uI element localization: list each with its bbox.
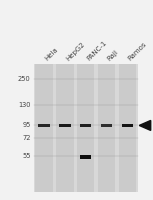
Text: PANC-1: PANC-1 xyxy=(86,40,108,62)
Bar xyxy=(35,64,53,192)
Bar xyxy=(77,64,94,192)
Bar xyxy=(80,124,91,127)
Bar xyxy=(56,64,74,192)
Bar xyxy=(59,124,71,127)
Bar xyxy=(101,124,112,127)
Text: Raji: Raji xyxy=(106,49,120,62)
Text: 95: 95 xyxy=(22,122,31,128)
Bar xyxy=(98,64,115,192)
Bar xyxy=(122,124,133,127)
Polygon shape xyxy=(139,120,151,130)
Text: HepG2: HepG2 xyxy=(65,41,86,62)
Text: 250: 250 xyxy=(18,76,31,82)
Text: 55: 55 xyxy=(22,153,31,159)
Bar xyxy=(80,155,91,159)
Bar xyxy=(119,64,136,192)
Text: 130: 130 xyxy=(18,102,31,108)
Bar xyxy=(34,64,138,192)
Bar xyxy=(38,124,50,127)
Text: 72: 72 xyxy=(22,135,31,141)
Text: Ramos: Ramos xyxy=(127,41,148,62)
Text: Hela: Hela xyxy=(44,47,60,62)
